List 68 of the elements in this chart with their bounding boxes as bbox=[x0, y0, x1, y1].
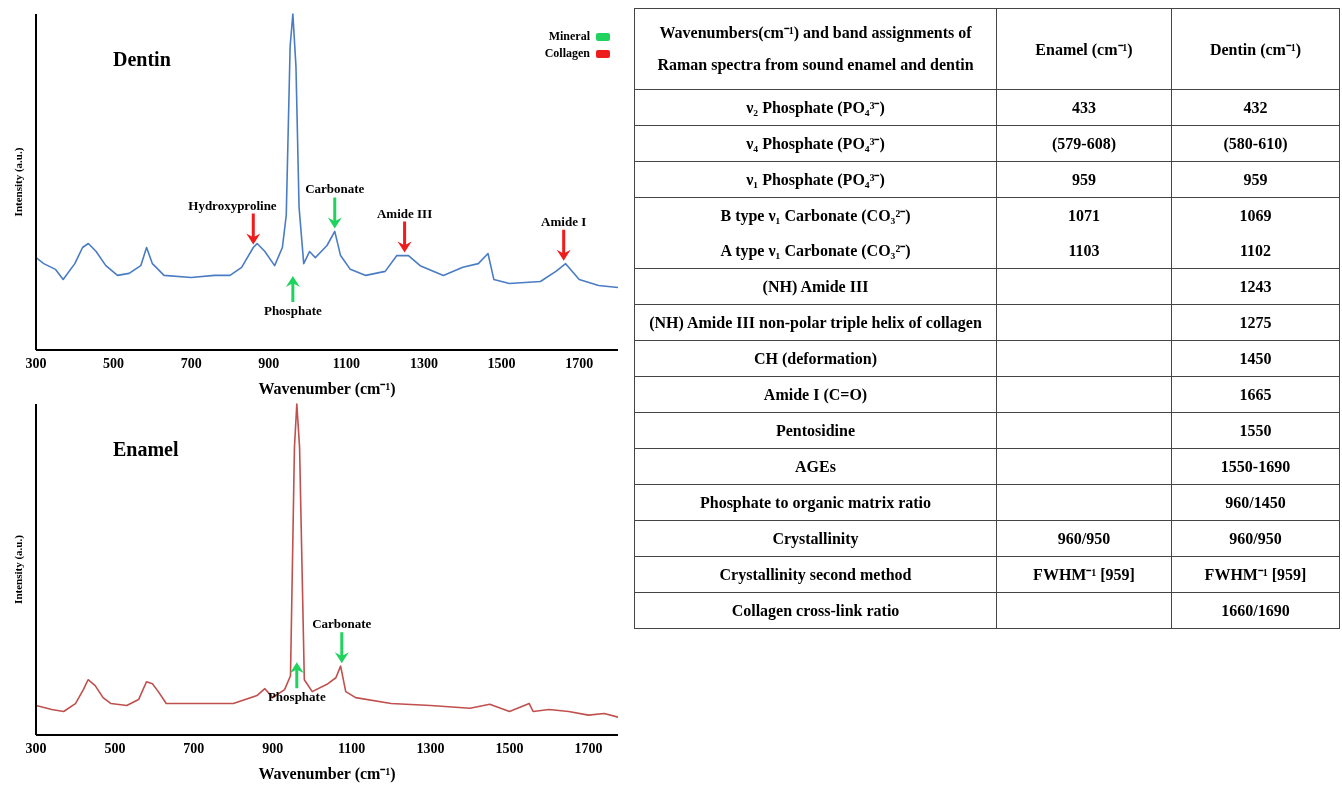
text: 960/950 bbox=[1229, 530, 1282, 547]
x-tick-label: 1300 bbox=[416, 740, 445, 756]
category-label: ν₂ Phosphate (PO₄³⁻) bbox=[746, 99, 885, 116]
x-tick-label: 700 bbox=[183, 740, 205, 756]
x-tick-label: 1300 bbox=[410, 355, 438, 371]
text: 1450 bbox=[1239, 350, 1272, 367]
text: 1275 bbox=[1239, 314, 1272, 331]
x-tick-label: 700 bbox=[180, 355, 202, 371]
text: Enamel bbox=[113, 438, 179, 461]
category-label: Phosphate to organic matrix ratio bbox=[699, 494, 932, 511]
x-tick-label: 300 bbox=[25, 355, 47, 371]
x-tick-label: 500 bbox=[103, 355, 125, 371]
annotation: Carbonate bbox=[312, 616, 372, 632]
text: 959 bbox=[1072, 171, 1096, 188]
text: 432 bbox=[1243, 99, 1268, 116]
x-tick-label: 1100 bbox=[332, 355, 361, 371]
text: FWHM⁻¹ [959] bbox=[1033, 566, 1135, 583]
text: 959 bbox=[1243, 171, 1268, 188]
text: 1550-1690 bbox=[1220, 458, 1291, 475]
category-label: ν₄ Phosphate (PO₄³⁻) bbox=[746, 135, 885, 152]
text: (580-610) bbox=[1223, 135, 1288, 152]
text: (579-608) bbox=[1052, 135, 1116, 152]
x-tick-label: 500 bbox=[104, 740, 126, 756]
annotation: Carbonate bbox=[305, 181, 365, 197]
category-label: Pentosidine bbox=[775, 422, 856, 439]
category-label: (NH) Amide III non-polar triple helix of collagen bbox=[649, 314, 982, 331]
text: 1665 bbox=[1239, 386, 1272, 403]
text: FWHM⁻¹ [959] bbox=[1204, 566, 1307, 583]
y-axis-title: Intensity (a.u.) bbox=[11, 534, 25, 604]
annotation: Collagen bbox=[544, 46, 590, 61]
text: Dentin bbox=[113, 48, 171, 71]
category-label: Crystallinity second method bbox=[719, 566, 912, 583]
x-tick-label: 1100 bbox=[338, 740, 366, 756]
text: 1071 1103 bbox=[1068, 207, 1100, 259]
x-tick-label: 1500 bbox=[487, 355, 516, 371]
annotation: Phosphate bbox=[267, 689, 326, 705]
category-label: AGEs bbox=[795, 458, 836, 475]
category-label: Enamel (cm⁻¹) bbox=[996, 8, 1172, 90]
x-tick-label: 1500 bbox=[495, 740, 524, 756]
annotation: Mineral bbox=[548, 29, 590, 44]
category-label: Dentin (cm⁻¹) bbox=[1171, 8, 1340, 90]
text: 960/1450 bbox=[1225, 494, 1286, 511]
category-label: Collagen cross-link ratio bbox=[731, 602, 900, 619]
category-label: Crystallinity bbox=[772, 530, 859, 547]
annotation: Hydroxyproline bbox=[188, 197, 277, 213]
category-label: Amide I (C=O) bbox=[763, 386, 868, 403]
annotation: Phosphate bbox=[263, 303, 322, 319]
text: 433 bbox=[1072, 99, 1096, 116]
x-tick-label: 900 bbox=[262, 740, 284, 756]
x-axis-title: Wavenumber (cm⁻¹) bbox=[258, 380, 396, 398]
x-tick-label: 900 bbox=[258, 355, 280, 371]
category-label: ν₁ Phosphate (PO₄³⁻) bbox=[746, 171, 885, 188]
x-axis-title: Wavenumber (cm⁻¹) bbox=[258, 765, 396, 783]
text: 1660/1690 bbox=[1221, 602, 1290, 619]
annotation: Amide I bbox=[541, 213, 587, 229]
x-tick-label: 1700 bbox=[574, 740, 603, 756]
text: 1069 1102 bbox=[1239, 207, 1272, 259]
text: 960/950 bbox=[1057, 530, 1111, 547]
x-tick-label: 300 bbox=[25, 740, 47, 756]
category-label: CH (deformation) bbox=[753, 350, 878, 367]
category-label: B type ν₁ Carbonate (CO₃²⁻) A type ν₁ Carbonate (CO₃²⁻) bbox=[720, 207, 911, 259]
x-tick-label: 1700 bbox=[565, 355, 594, 371]
text: 1243 bbox=[1239, 278, 1272, 295]
category-label: (NH) Amide III bbox=[762, 278, 869, 295]
y-axis-title: Intensity (a.u.) bbox=[11, 147, 25, 217]
annotation: Amide III bbox=[376, 205, 433, 221]
text: Wavenumbers(cm⁻¹) and band assignments of Raman spectra from sound enamel and dentin bbox=[634, 8, 997, 90]
text: 1550 bbox=[1239, 422, 1272, 439]
